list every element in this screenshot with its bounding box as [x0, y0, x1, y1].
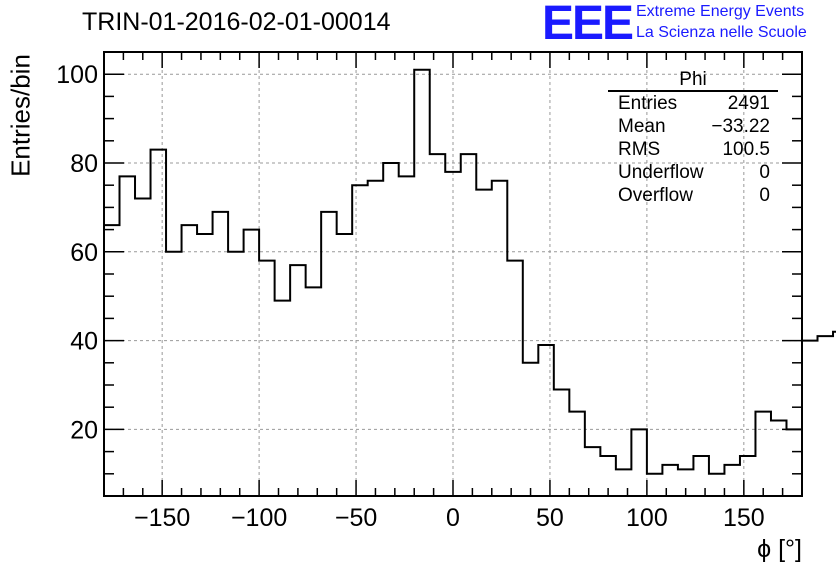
histogram-bin: [616, 469, 632, 496]
histogram-bin: [771, 421, 787, 496]
histogram-bin: [321, 212, 337, 496]
histogram-bin: [151, 150, 167, 496]
histogram-bin: [662, 465, 678, 496]
histogram-bin: [647, 474, 663, 496]
histogram-bin: [120, 176, 136, 496]
stats-row-underflow: Underflow 0: [608, 161, 778, 184]
stats-label: Underflow: [618, 162, 704, 183]
stats-value: 2491: [727, 93, 770, 114]
stats-value: 100.5: [722, 139, 770, 160]
histogram-bin: [290, 265, 306, 496]
histogram-bin: [337, 234, 353, 496]
histogram-bin: [554, 389, 570, 496]
histogram-bin: [259, 261, 275, 496]
x-tick-label: 150: [723, 504, 765, 532]
histogram-bin: [368, 181, 384, 496]
histogram-bin: [569, 412, 585, 496]
chart-title: TRIN-01-2016-02-01-00014: [82, 8, 391, 36]
histogram-bin: [228, 252, 244, 496]
stats-label: Entries: [618, 93, 678, 114]
histogram-bin: [461, 154, 477, 496]
histogram-bin: [492, 181, 508, 496]
y-tick-label: 40: [70, 328, 98, 356]
y-tick-label: 80: [70, 150, 98, 178]
logo-line-1: Extreme Energy Events: [636, 3, 805, 20]
histogram-bin: [476, 190, 492, 496]
y-tick-label: 100: [56, 61, 98, 89]
histogram-bin: [538, 345, 554, 496]
y-tick-label: 60: [70, 239, 98, 267]
histogram-bin: [306, 287, 322, 496]
stats-title: Phi: [608, 70, 778, 92]
histogram-bin: [507, 261, 523, 496]
histogram-bin: [182, 225, 198, 496]
stats-label: Overflow: [618, 185, 693, 206]
histogram-bin: [414, 70, 430, 496]
histogram-bin: [213, 212, 229, 496]
histogram-bin: [693, 456, 709, 496]
x-tick-label: −150: [134, 504, 190, 532]
histogram-bin: [430, 154, 446, 496]
stats-row-rms: RMS 100.5: [608, 138, 778, 161]
histogram-bin: [275, 301, 291, 496]
histogram-bin: [709, 474, 725, 496]
x-tick-label: −100: [231, 504, 287, 532]
histogram-bin: [740, 456, 756, 496]
histogram-bin: [755, 412, 771, 496]
x-tick-label: 100: [626, 504, 668, 532]
y-tick-label: 20: [70, 416, 98, 444]
x-tick-label: 50: [536, 504, 564, 532]
stats-row-overflow: Overflow 0: [608, 184, 778, 207]
x-axis-label: ϕ [°]: [757, 535, 802, 563]
stats-label: Mean: [618, 116, 666, 137]
histogram-line: [104, 68, 836, 475]
histogram-bin: [818, 336, 834, 496]
histogram-bin: [352, 185, 368, 496]
histogram-bin: [585, 447, 601, 496]
histogram-bin: [104, 225, 120, 496]
stats-box: Phi Entries 2491 Mean −33.22 RMS 100.5 U…: [608, 70, 778, 207]
histogram-bin: [399, 176, 415, 496]
stats-row-entries: Entries 2491: [608, 92, 778, 115]
histogram-bin: [166, 252, 182, 496]
histogram-bin: [631, 429, 647, 496]
histogram-bin: [786, 429, 802, 496]
eee-logo: EEE: [542, 0, 634, 50]
histogram-bin: [135, 199, 151, 496]
stats-value: 0: [759, 185, 770, 206]
stats-label: RMS: [618, 139, 661, 160]
histogram-bin: [383, 163, 399, 496]
stats-row-mean: Mean −33.22: [608, 115, 778, 138]
x-tick-label: −50: [335, 504, 377, 532]
histogram-bin: [197, 234, 213, 496]
y-axis-label: Entries/bin: [5, 54, 36, 177]
histogram-bin: [244, 230, 260, 496]
stats-value: 0: [759, 162, 770, 183]
histogram-bin: [802, 341, 818, 496]
x-tick-label: 0: [446, 504, 460, 532]
histogram-bin: [724, 465, 740, 496]
stats-value: −33.22: [711, 116, 770, 137]
logo-line-2: La Scienza nelle Scuole: [636, 24, 807, 41]
